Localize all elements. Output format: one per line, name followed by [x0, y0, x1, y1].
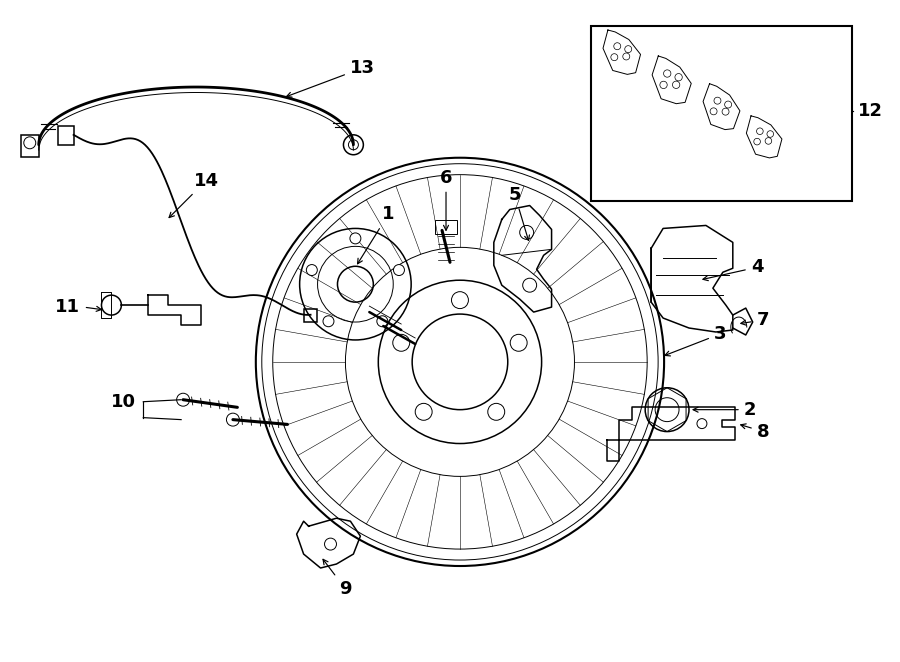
Text: 7: 7 — [741, 311, 770, 329]
Circle shape — [488, 403, 505, 420]
Circle shape — [306, 265, 318, 275]
Circle shape — [323, 316, 334, 327]
Text: 3: 3 — [665, 325, 726, 356]
Text: 8: 8 — [741, 422, 770, 441]
Text: 2: 2 — [693, 401, 756, 418]
Circle shape — [510, 334, 527, 352]
Circle shape — [415, 403, 432, 420]
Text: 1: 1 — [357, 205, 394, 263]
Text: 9: 9 — [323, 559, 352, 598]
Bar — [435, 220, 457, 234]
Text: 12: 12 — [859, 102, 883, 120]
Text: 5: 5 — [508, 185, 529, 240]
Bar — [21, 135, 39, 157]
Circle shape — [392, 334, 410, 352]
Bar — [303, 308, 317, 322]
Circle shape — [350, 233, 361, 244]
Bar — [591, 26, 852, 201]
Text: 11: 11 — [55, 298, 79, 316]
Circle shape — [452, 292, 468, 308]
Circle shape — [377, 316, 388, 327]
Text: 10: 10 — [112, 393, 136, 410]
Text: 13: 13 — [286, 59, 375, 97]
Text: 14: 14 — [169, 171, 219, 218]
Text: 4: 4 — [703, 258, 763, 281]
Bar — [58, 126, 74, 145]
Text: 6: 6 — [440, 169, 453, 230]
Circle shape — [393, 265, 404, 275]
